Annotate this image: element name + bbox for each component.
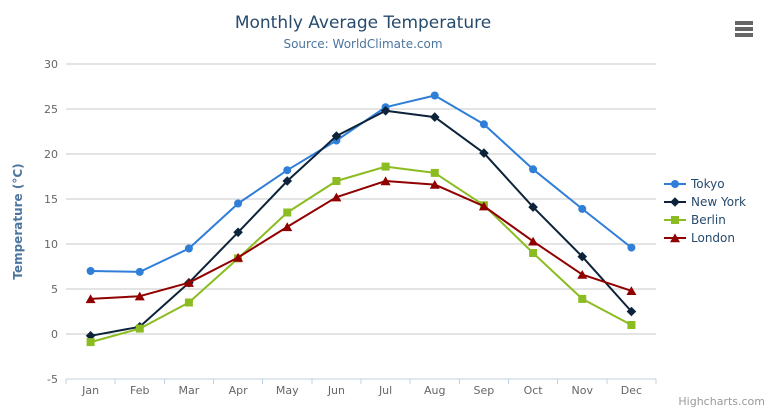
legend: Tokyo New York Berlin London xyxy=(664,177,746,245)
diamond-series-symbol-icon xyxy=(664,197,686,207)
svg-text:Mar: Mar xyxy=(179,384,200,397)
circle-series-symbol-icon xyxy=(664,180,686,188)
svg-text:Nov: Nov xyxy=(572,384,594,397)
chart-subtitle: Source: WorldClimate.com xyxy=(283,37,443,51)
credits-link[interactable]: Highcharts.com xyxy=(678,395,765,408)
legend-item-berlin[interactable]: Berlin xyxy=(664,213,746,227)
svg-text:15: 15 xyxy=(44,193,58,206)
triangle-series-symbol-icon xyxy=(664,233,686,243)
series-london xyxy=(85,176,637,304)
export-menu-button[interactable] xyxy=(732,18,758,40)
legend-item-label: Berlin xyxy=(691,213,726,227)
legend-item-new-york[interactable]: New York xyxy=(664,195,746,209)
legend-item-tokyo[interactable]: Tokyo xyxy=(664,177,746,191)
svg-text:May: May xyxy=(276,384,299,397)
svg-text:Apr: Apr xyxy=(229,384,249,397)
series-berlin xyxy=(86,162,636,347)
svg-text:Feb: Feb xyxy=(130,384,149,397)
svg-text:10: 10 xyxy=(44,238,58,251)
svg-text:Jul: Jul xyxy=(378,384,392,397)
svg-text:Dec: Dec xyxy=(621,384,642,397)
chart-title: Monthly Average Temperature xyxy=(234,13,492,33)
svg-text:Aug: Aug xyxy=(424,384,445,397)
svg-text:Jun: Jun xyxy=(327,384,345,397)
svg-text:30: 30 xyxy=(44,58,58,71)
svg-text:20: 20 xyxy=(44,148,58,161)
series-tokyo xyxy=(86,91,636,276)
legend-item-london[interactable]: London xyxy=(664,231,746,245)
legend-item-label: Tokyo xyxy=(691,177,725,191)
legend-item-label: London xyxy=(691,231,735,245)
y-axis-title: Temperature (°C) xyxy=(11,163,25,279)
svg-text:Sep: Sep xyxy=(474,384,495,397)
series-new-york xyxy=(85,106,637,341)
svg-text:Oct: Oct xyxy=(524,384,544,397)
svg-text:-5: -5 xyxy=(47,373,58,386)
svg-text:Jan: Jan xyxy=(81,384,99,397)
legend-item-label: New York xyxy=(691,195,746,209)
svg-text:0: 0 xyxy=(51,328,58,341)
svg-text:5: 5 xyxy=(51,283,58,296)
square-series-symbol-icon xyxy=(664,216,686,224)
svg-text:25: 25 xyxy=(44,103,58,116)
